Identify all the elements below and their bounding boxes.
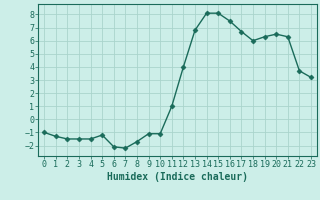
X-axis label: Humidex (Indice chaleur): Humidex (Indice chaleur)	[107, 172, 248, 182]
